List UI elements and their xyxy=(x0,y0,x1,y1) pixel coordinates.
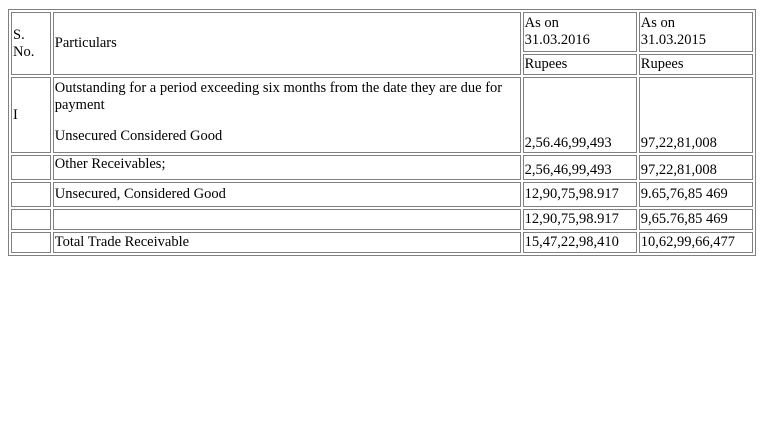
row2-particulars: Other Receivables; xyxy=(54,156,166,172)
row4-2015-value: 9,65.76,85 469 xyxy=(640,211,728,227)
row4-2016-cell: 12,90,75,98.917 xyxy=(522,209,637,230)
row2-2016-cell: 2,56,46,99,493 xyxy=(522,155,637,180)
header-particulars: Particulars xyxy=(54,35,117,51)
row3-particulars-cell: Unsecured, Considered Good xyxy=(52,182,521,207)
row2-sno-cell xyxy=(11,155,51,180)
row3-2016-cell: 12,90,75,98.917 xyxy=(522,182,637,207)
header-sno: S. No. xyxy=(13,26,35,60)
row4-2015-cell: 9,65.76,85 469 xyxy=(638,209,753,230)
row1-particulars-cell: Outstanding for a period exceeding six m… xyxy=(52,77,521,153)
table-row: 12,90,75,98.917 9,65.76,85 469 xyxy=(11,209,753,230)
row1-2015-cell: 97,22,81,008 xyxy=(638,77,753,153)
row2-2016-value: 2,56,46,99,493 xyxy=(524,162,612,178)
table-row: Other Receivables; 2,56,46,99,493 97,22,… xyxy=(11,155,753,180)
row5-2016-cell: 15,47,22,98,410 xyxy=(522,232,637,253)
row2-2015-cell: 97,22,81,008 xyxy=(638,155,753,180)
unit-2016: Rupees xyxy=(524,56,568,72)
row1-2015-value: 97,22,81,008 xyxy=(640,135,717,151)
header-particulars-cell: Particulars xyxy=(52,12,521,75)
header-2015: As on 31.03.2015 xyxy=(640,15,707,48)
row3-sno-cell xyxy=(11,182,51,207)
row4-2016-value: 12,90,75,98.917 xyxy=(524,211,619,227)
row1-sno-cell: I xyxy=(11,77,51,153)
row1-2016-cell: 2,56.46,99,493 xyxy=(522,77,637,153)
header-sno-cell: S. No. xyxy=(11,12,51,75)
row5-sno-cell xyxy=(11,232,51,253)
total-2016-value: 15,47,22,98,410 xyxy=(524,234,619,250)
total-2015-value: 10,62,99,66,477 xyxy=(640,234,736,250)
row4-particulars-cell xyxy=(52,209,521,230)
row1-particulars-line2: Unsecured Considered Good xyxy=(54,128,223,144)
table-row: Unsecured, Considered Good 12,90,75,98.9… xyxy=(11,182,753,207)
trade-receivables-table: S. No. Particulars As on 31.03.2016 As o… xyxy=(8,9,756,256)
row1-sno: I xyxy=(13,106,18,123)
row2-particulars-cell: Other Receivables; xyxy=(52,155,521,180)
row4-sno-cell xyxy=(11,209,51,230)
unit-2015-cell: Rupees xyxy=(638,54,753,75)
row2-2015-value: 97,22,81,008 xyxy=(640,162,717,178)
header-row: S. No. Particulars As on 31.03.2016 As o… xyxy=(11,12,753,75)
unit-2016-cell: Rupees xyxy=(522,54,637,75)
header-2015-cell: As on 31.03.2015 xyxy=(638,12,753,52)
row3-2016-value: 12,90,75,98.917 xyxy=(524,186,619,202)
row5-2015-cell: 10,62,99,66,477 xyxy=(638,232,753,253)
row1-particulars-line1: Outstanding for a period exceeding six m… xyxy=(54,80,503,113)
header-2016-cell: As on 31.03.2016 xyxy=(522,12,637,52)
total-label: Total Trade Receivable xyxy=(54,234,190,250)
row5-particulars-cell: Total Trade Receivable xyxy=(52,232,521,253)
row3-2015-value: 9.65,76,85 469 xyxy=(640,186,728,202)
units-row: Rupees Rupees xyxy=(11,54,753,75)
table-row: I Outstanding for a period exceeding six… xyxy=(11,77,753,153)
row3-2015-cell: 9.65,76,85 469 xyxy=(638,182,753,207)
row3-particulars: Unsecured, Considered Good xyxy=(54,186,226,202)
table-row: Total Trade Receivable 15,47,22,98,410 1… xyxy=(11,232,753,253)
row1-2016-value: 2,56.46,99,493 xyxy=(524,135,612,151)
header-2016: As on 31.03.2016 xyxy=(524,15,590,48)
unit-2015: Rupees xyxy=(640,56,684,72)
